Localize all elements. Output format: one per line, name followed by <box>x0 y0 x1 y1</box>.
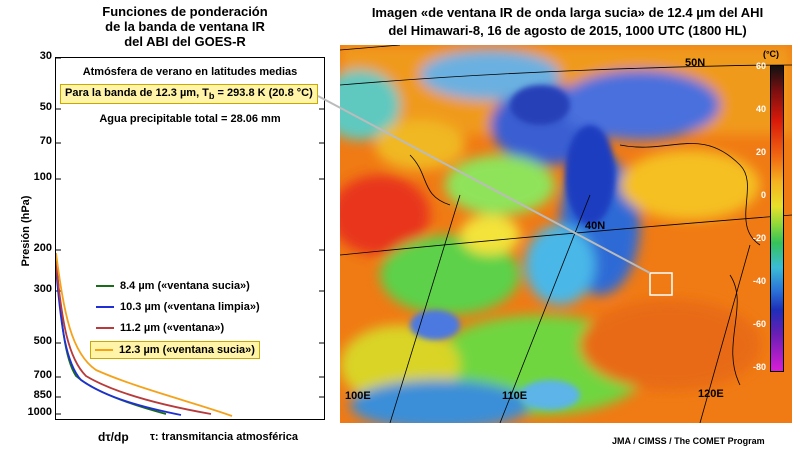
left-title-line-2: de la banda de ventana IR <box>105 19 265 34</box>
curve-12-3um <box>56 252 233 417</box>
tb-suffix: = 293.8 K (20.8 °C) <box>214 87 313 99</box>
colorbar-tick-minus-40: -40 <box>752 276 766 286</box>
curve-11-2um <box>56 262 212 415</box>
y-tick-500: 500 <box>33 335 52 347</box>
lon-label-110e: 110E <box>502 390 528 402</box>
legend-label-10-3: 10.3 µm («ventana limpia») <box>120 301 260 313</box>
lon-label-100e: 100E <box>345 390 371 402</box>
legend-swatch-orange <box>95 349 113 351</box>
y-tick-300: 300 <box>33 283 52 295</box>
y-tick-100: 100 <box>33 171 52 183</box>
colorbar <box>770 65 784 372</box>
legend-item-11-2: 11.2 µm («ventana») <box>96 322 260 334</box>
curve-10-3um <box>56 267 182 416</box>
y-tick-50: 50 <box>39 101 52 113</box>
y-tick-850: 850 <box>33 389 52 401</box>
credit: JMA / CIMSS / The COMET Program <box>612 436 765 446</box>
y-tick-30: 30 <box>39 50 52 62</box>
left-panel-title: Funciones de ponderación de la banda de … <box>55 4 315 49</box>
legend-swatch-green <box>96 285 114 287</box>
sample-box <box>649 272 673 296</box>
precipitable-water: Agua precipitable total = 28.06 mm <box>99 113 281 125</box>
colorbar-unit: (°C) <box>762 49 780 59</box>
y-tick-1000: 1000 <box>27 406 52 418</box>
colorbar-tick-0: 0 <box>760 190 766 200</box>
colorbar-tick-minus-80: -80 <box>752 362 766 372</box>
weighting-function-plot: Atmósfera de verano en latitudes medias … <box>55 57 325 420</box>
atmosphere-label: Atmósfera de verano en latitudes medias <box>82 66 298 78</box>
x-caption-dtau: dτ/dp <box>98 430 129 444</box>
colorbar-tick-minus-60: -60 <box>752 319 766 329</box>
legend-swatch-blue <box>96 306 114 308</box>
y-tick-70: 70 <box>39 135 52 147</box>
colorbar-tick-minus-20: -20 <box>752 233 766 243</box>
y-axis-label: Presión (hPa) <box>20 195 32 267</box>
right-title-line-1: Imagen «de ventana IR de onda larga suci… <box>371 5 764 20</box>
right-title-line-2: del Himawari-8, 16 de agosto de 2015, 10… <box>388 23 747 38</box>
tb-subscript: b <box>208 91 215 102</box>
legend-item-10-3: 10.3 µm («ventana limpia») <box>96 301 260 313</box>
colorbar-tick-60: 60 <box>755 61 766 71</box>
legend-item-8-4: 8.4 µm («ventana sucia») <box>96 280 260 292</box>
lat-label-50n: 50N <box>685 57 706 69</box>
legend-swatch-red <box>96 327 114 329</box>
satellite-image: 50N 40N 100E 110E 120E (°C) 60 40 20 0 -… <box>340 45 792 423</box>
legend-label-11-2: 11.2 µm («ventana») <box>120 322 225 334</box>
tb-prefix: Para la banda de 12.3 µm, T <box>65 87 209 99</box>
tb-highlight: Para la banda de 12.3 µm, Tb = 293.8 K (… <box>60 84 318 105</box>
lon-label-120e: 120E <box>698 388 724 400</box>
lat-label-40n: 40N <box>585 220 606 232</box>
y-tick-700: 700 <box>33 369 52 381</box>
x-caption-tau: τ: transmitancia atmosférica <box>150 431 298 443</box>
colorbar-tick-40: 40 <box>755 104 766 114</box>
right-panel-title: Imagen «de ventana IR de onda larga suci… <box>340 4 795 40</box>
legend: 8.4 µm («ventana sucia») 10.3 µm («venta… <box>90 280 260 359</box>
satellite-svg <box>340 45 792 423</box>
colorbar-tick-20: 20 <box>755 147 766 157</box>
left-title-line-1: Funciones de ponderación <box>102 4 268 19</box>
y-tick-200: 200 <box>33 242 52 254</box>
legend-label-12-3: 12.3 µm («ventana sucia») <box>119 344 255 356</box>
left-title-line-3: del ABI del GOES-R <box>124 34 246 49</box>
legend-item-12-3: 12.3 µm («ventana sucia») <box>90 341 260 359</box>
legend-label-8-4: 8.4 µm («ventana sucia») <box>120 280 250 292</box>
